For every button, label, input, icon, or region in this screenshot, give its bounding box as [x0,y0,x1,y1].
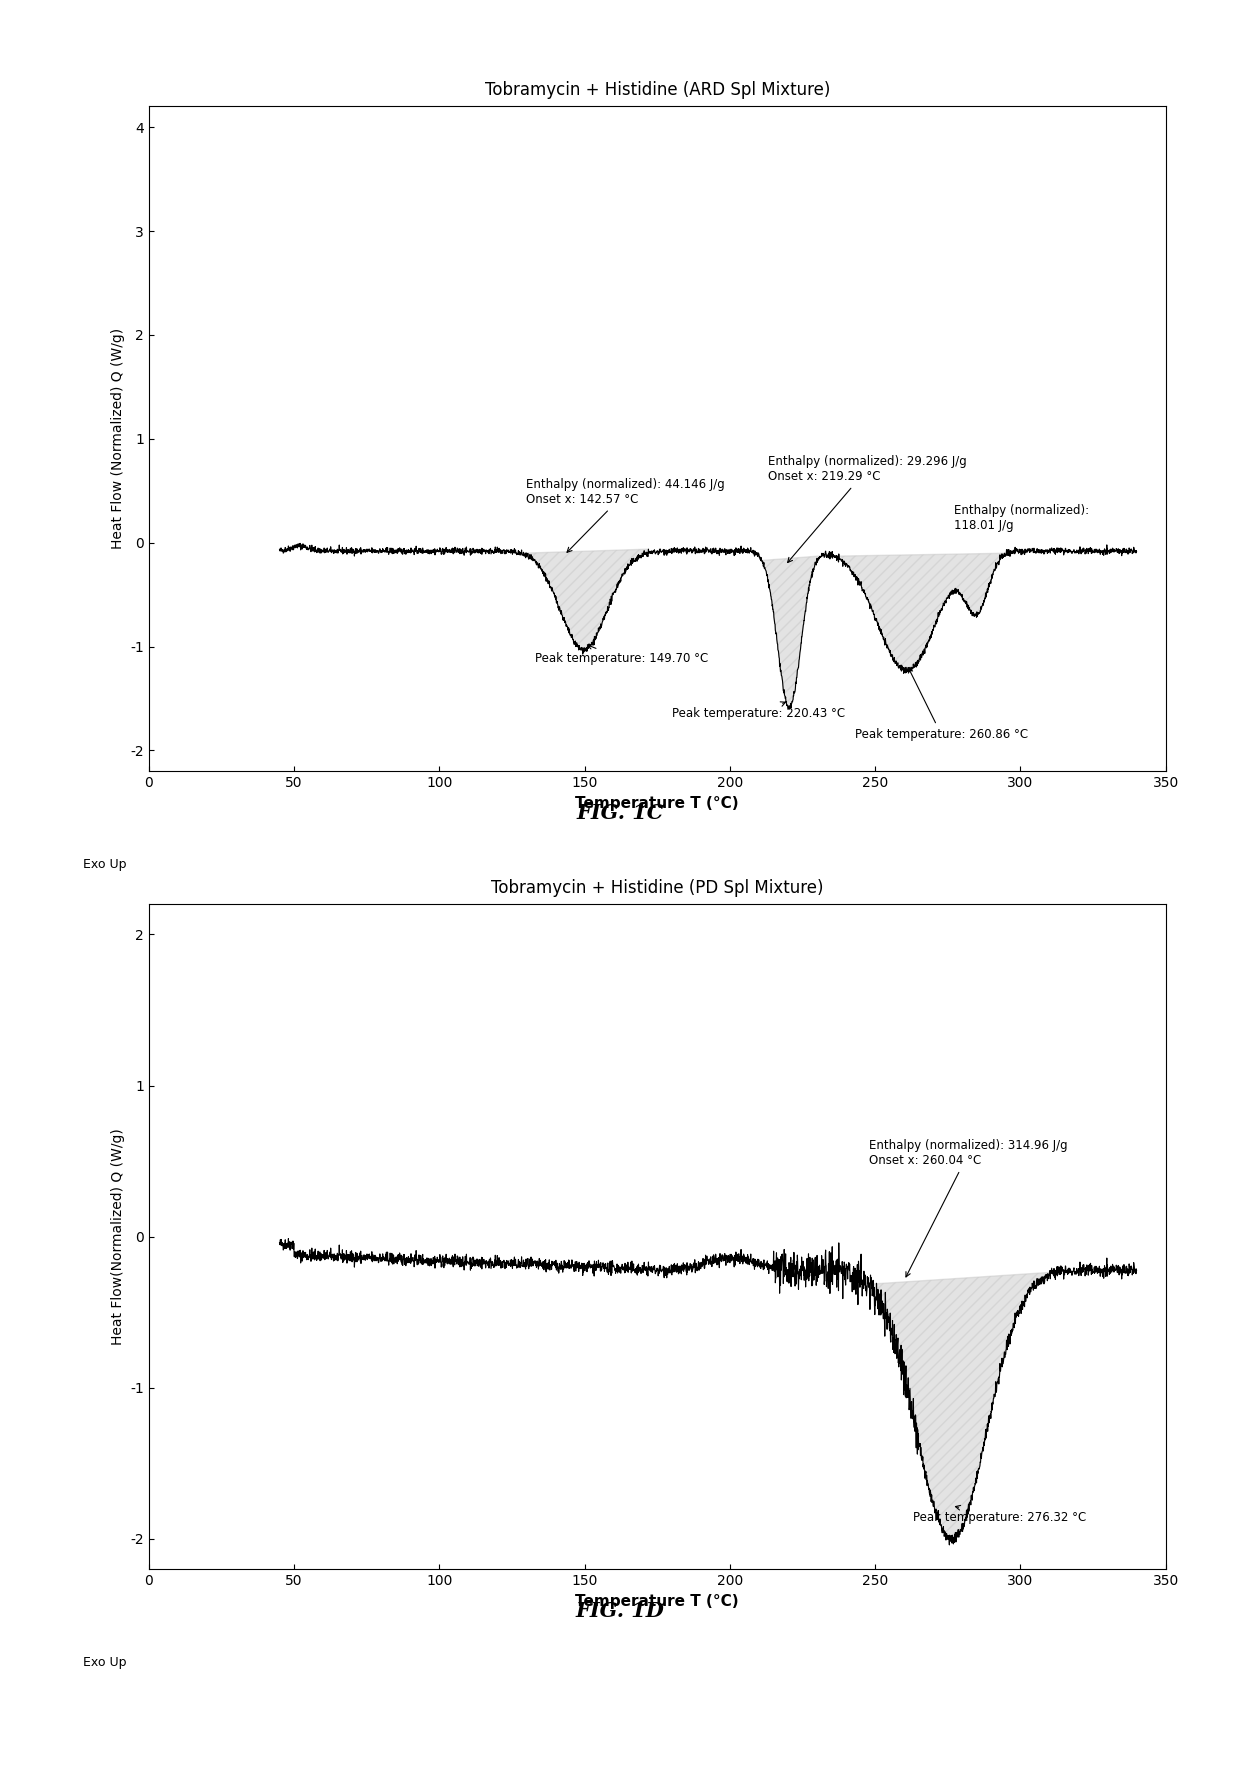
Text: Exo Up: Exo Up [83,1656,126,1668]
X-axis label: Temperature T (°C): Temperature T (°C) [575,1594,739,1608]
Text: Enthalpy (normalized): 44.146 J/g
Onset x: 142.57 °C: Enthalpy (normalized): 44.146 J/g Onset … [527,479,725,553]
Text: FIG. 1C: FIG. 1C [577,803,663,823]
Text: FIG. 1D: FIG. 1D [575,1601,665,1621]
Text: Enthalpy (normalized):
118.01 J/g: Enthalpy (normalized): 118.01 J/g [954,504,1089,532]
Text: Peak temperature: 149.70 °C: Peak temperature: 149.70 °C [536,645,708,665]
Text: Peak temperature: 260.86 °C: Peak temperature: 260.86 °C [854,668,1028,741]
Text: Peak temperature: 220.43 °C: Peak temperature: 220.43 °C [672,702,844,720]
Title: Tobramycin + Histidine (PD Spl Mixture): Tobramycin + Histidine (PD Spl Mixture) [491,879,823,897]
Text: Peak temperature: 276.32 °C: Peak temperature: 276.32 °C [913,1505,1086,1523]
Y-axis label: Heat Flow(Normalized) Q (W/g): Heat Flow(Normalized) Q (W/g) [110,1128,125,1346]
Text: Enthalpy (normalized): 29.296 J/g
Onset x: 219.29 °C: Enthalpy (normalized): 29.296 J/g Onset … [768,456,966,562]
Text: Exo Up: Exo Up [83,858,126,871]
Title: Tobramycin + Histidine (ARD Spl Mixture): Tobramycin + Histidine (ARD Spl Mixture) [485,82,830,99]
Text: Enthalpy (normalized): 314.96 J/g
Onset x: 260.04 °C: Enthalpy (normalized): 314.96 J/g Onset … [869,1138,1068,1277]
X-axis label: Temperature T (°C): Temperature T (°C) [575,796,739,810]
Y-axis label: Heat Flow (Normalized) Q (W/g): Heat Flow (Normalized) Q (W/g) [110,328,125,550]
